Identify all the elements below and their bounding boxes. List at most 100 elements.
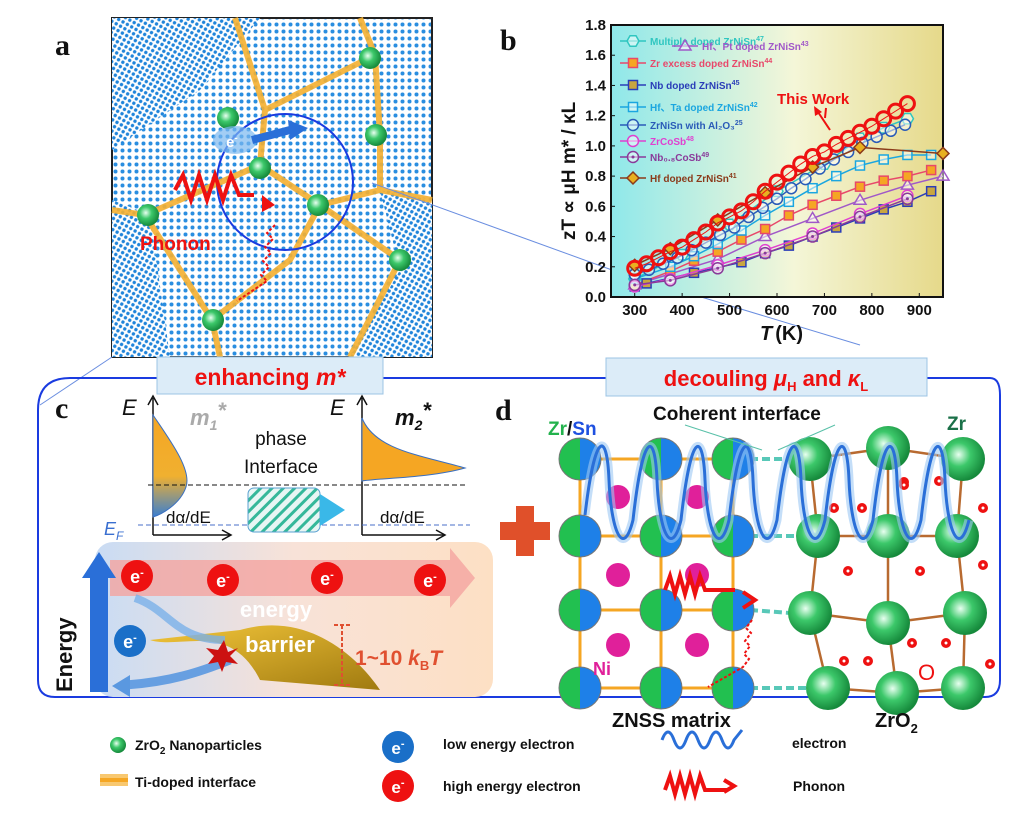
phonon-arrow-head	[741, 590, 759, 610]
high-energy-electron-icon: e-	[311, 562, 343, 594]
chart-zt: 300 400 500 600 700 800 900 0.0 0.2 0.4 0.6 0.8 1.0 1…	[559, 17, 951, 345]
legend-marker	[677, 38, 693, 51]
legend-label: Hf、Ta doped ZrNiSn42	[650, 102, 758, 114]
legend-item: ZrNiSn with Al₂O₃25	[620, 118, 743, 132]
zr-label: Zr	[947, 414, 967, 435]
dos-curve-m1	[152, 413, 188, 518]
o-atom	[985, 659, 995, 669]
coherent-bond	[749, 608, 791, 615]
ni-atom	[685, 633, 709, 657]
data-point	[925, 185, 937, 197]
legend-item: Hf、Ta doped ZrNiSn42	[620, 101, 758, 114]
ni-atom	[606, 563, 630, 587]
annotation-this-work: This Work	[777, 91, 850, 108]
y-tick-label: 0.8	[585, 168, 606, 185]
energy-range-label: 1~10 kBT	[355, 647, 444, 673]
energy-barrier-label-1: energy	[240, 597, 313, 622]
y-tick-label: 0.2	[585, 259, 606, 276]
o-label: O	[918, 660, 935, 685]
phonon-wave-icon	[173, 168, 254, 207]
data-point	[759, 223, 771, 235]
dalpha-de-label-left: dα/dE	[166, 508, 211, 527]
x-axis-label: T (K)	[760, 323, 803, 345]
plus-icon	[500, 506, 550, 556]
data-point	[799, 172, 812, 186]
series-7	[628, 192, 914, 292]
data-point-center	[905, 197, 909, 201]
legend-ti-interface: Ti-doped interface	[135, 774, 256, 790]
panel-d: Zr/Sn Coherent interface Zr Ni O ZNSS ma…	[548, 404, 995, 736]
zr-atom	[941, 437, 985, 481]
data-point	[925, 164, 937, 176]
data-point	[784, 181, 798, 195]
legend-marker	[627, 57, 639, 69]
electron-wave-icon	[660, 729, 744, 750]
data-point-center	[668, 278, 672, 282]
high-energy-electron-icon: e-	[207, 564, 239, 596]
data-point	[768, 173, 786, 191]
legend-marker-center	[631, 155, 635, 159]
legend-nanoparticles: ZrO2 Nanoparticles	[135, 737, 262, 757]
legend-item: Zr excess doped ZrNiSn44	[620, 57, 772, 70]
data-point	[875, 110, 893, 128]
legend-low-energy: low energy electron	[443, 736, 574, 752]
data-point	[805, 210, 820, 224]
o-atom	[907, 638, 917, 648]
y-tick-label: 1.2	[585, 108, 606, 125]
y-tick-label: 1.4	[585, 77, 607, 94]
panel-c: E E m1* m2* phase Interface dα/dE dα/dE …	[52, 394, 493, 697]
y-tick-label: 0.6	[585, 198, 606, 215]
data-point	[902, 170, 913, 182]
phonon-wave-icon	[663, 568, 735, 602]
legend-item: Hf、Pt doped ZrNiSn43	[672, 38, 809, 53]
legend-marker	[627, 79, 639, 91]
phonon-label: Phonon	[140, 234, 211, 255]
legend-label: Multiple doped ZrNiSn47	[650, 36, 764, 48]
x-tick-label: 400	[670, 302, 695, 319]
zr-atom	[788, 591, 832, 635]
data-point	[900, 177, 915, 190]
m1-label: m1*	[190, 398, 227, 433]
banner-decoupling: decouling μH and κL	[605, 357, 928, 397]
dos-curve-m2	[361, 417, 467, 482]
panel-label-b: b	[500, 24, 517, 57]
panel-label-c: c	[55, 392, 68, 425]
y-tick-label: 0.0	[585, 289, 606, 306]
y-tick-label: 0.4	[585, 229, 607, 246]
zr-sn-atom	[558, 588, 602, 632]
svg-text:enhancing m*: enhancing m*	[195, 364, 347, 390]
e-axis-label-left: E	[122, 395, 137, 420]
o-atom	[915, 566, 925, 576]
zr-atom	[806, 666, 850, 710]
legend-marker	[625, 170, 641, 186]
scattered-phonon-icon	[707, 619, 753, 688]
high-energy-electron-icon: e-	[121, 560, 153, 592]
legend-phonon: Phonon	[793, 778, 845, 794]
electron-arrow	[250, 126, 292, 144]
banner-enhancing-m: enhancing m*	[156, 356, 384, 395]
energy-barrier-hill	[150, 625, 380, 690]
panel-a-microstructure: e- Phonon	[111, 16, 433, 359]
data-point-center	[716, 266, 720, 270]
data-point	[697, 223, 715, 241]
zr-sn-atom	[558, 666, 602, 710]
y-tick-label: 1.6	[585, 47, 606, 64]
x-tick-label: 600	[764, 302, 789, 319]
legend-item: Nb doped ZrNiSn45	[620, 79, 740, 92]
data-point-center	[858, 215, 862, 219]
zro2-nanoparticles	[137, 47, 411, 331]
zr-sn-atom	[711, 666, 755, 710]
data-point	[783, 196, 795, 208]
o-atom	[829, 503, 839, 513]
legend-label: Zr excess doped ZrNiSn44	[650, 58, 772, 70]
data-point	[783, 210, 795, 221]
dalpha-de-label-right: dα/dE	[380, 508, 425, 527]
o-atom	[941, 638, 951, 648]
legend-item: Hf doped ZrNiSn41	[620, 170, 737, 186]
legend-electron: electron	[792, 735, 846, 751]
zr-atom	[943, 591, 987, 635]
data-point	[807, 199, 818, 211]
data-point	[780, 164, 798, 182]
panel-label-a: a	[55, 29, 70, 62]
